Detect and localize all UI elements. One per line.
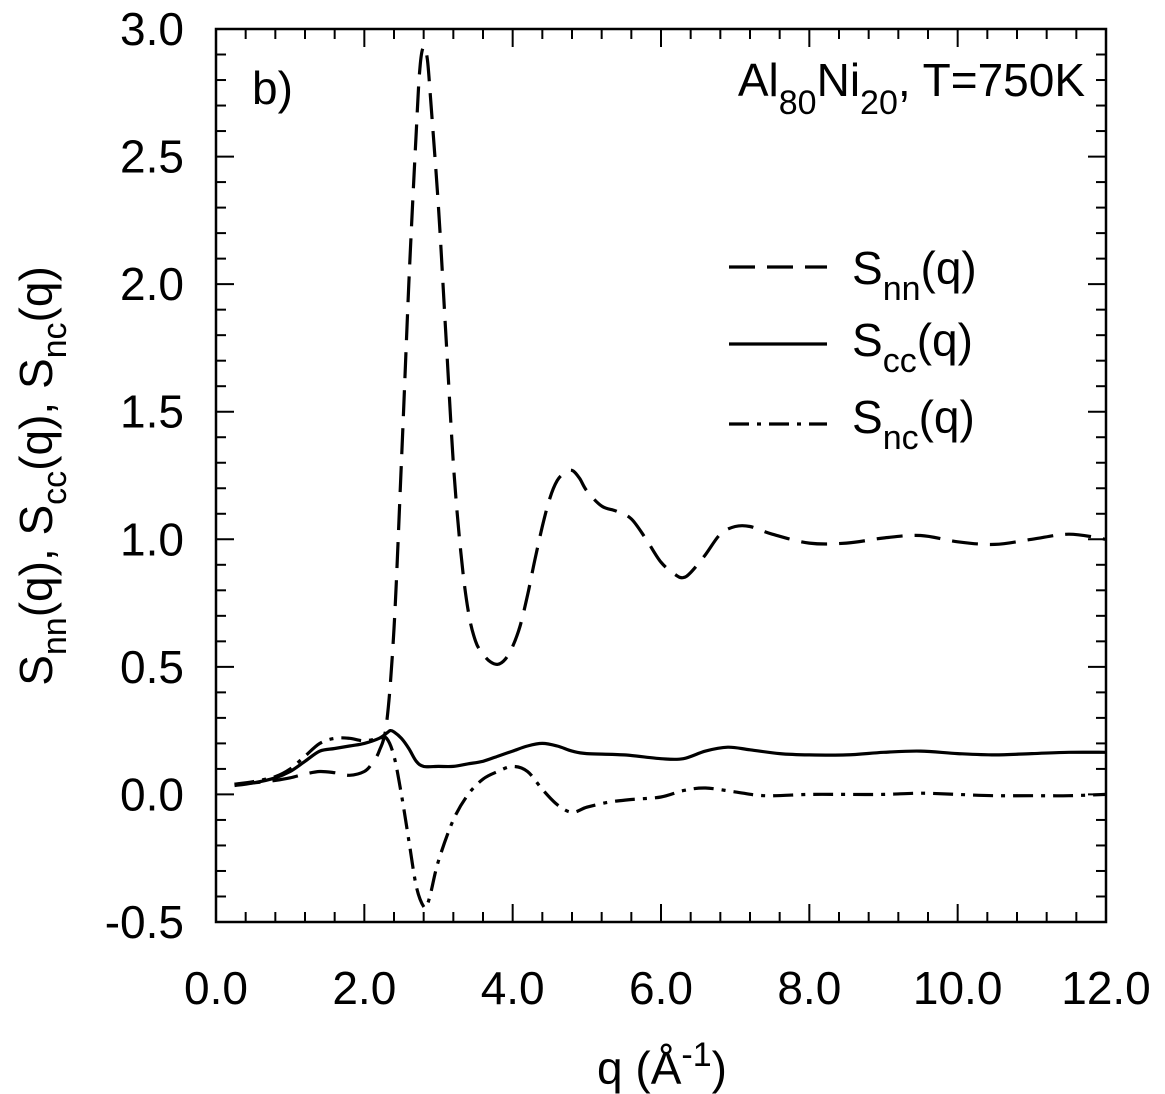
y-axis-title-snn-base: S xyxy=(10,655,62,686)
y-tick-label: 3.0 xyxy=(120,3,184,55)
legend-snn-base: S xyxy=(852,242,883,294)
composition-annotation: Al80Ni20, T=750K xyxy=(738,54,1085,122)
y-axis-title: Snn(q), Scc(q), Snc(q) xyxy=(10,266,74,686)
legend-snn-sub: nn xyxy=(883,270,921,308)
annotation-temp: , T=750K xyxy=(898,54,1085,106)
annotation-ni: Ni xyxy=(817,54,860,106)
x-axis-title-tail: ) xyxy=(712,1042,727,1094)
legend: Snn(q) Scc(q) Snc(q) xyxy=(729,242,977,457)
panel-label: b) xyxy=(252,62,293,114)
x-tick-label: 12.0 xyxy=(1061,962,1151,1014)
legend-scc-base: S xyxy=(852,314,883,366)
legend-snc-sub: nc xyxy=(883,419,919,457)
y-axis-title-scc-base: S xyxy=(10,505,62,536)
x-axis-title-sup: -1 xyxy=(681,1036,711,1074)
x-tick-label: 10.0 xyxy=(913,962,1003,1014)
x-axis-title-base: q (Å xyxy=(597,1042,682,1094)
legend-scc-sub: cc xyxy=(883,342,917,380)
plot-frame xyxy=(214,27,1108,924)
y-tick-label: 1.5 xyxy=(120,386,184,438)
legend-scc-tail: (q) xyxy=(917,314,973,366)
legend-snc-base: S xyxy=(852,391,883,443)
y-tick-label: -0.5 xyxy=(105,896,184,948)
tick-labels: 0.0 2.0 4.0 6.0 8.0 10.0 12.0-0.50.00.51.01.52… xyxy=(105,3,1151,1014)
legend-label-snn: Snn(q) xyxy=(852,242,977,308)
series-layer xyxy=(234,45,1107,910)
annotation-al: Al xyxy=(738,54,779,106)
x-tick-label: 2.0 xyxy=(332,962,396,1014)
y-tick-label: 0.5 xyxy=(120,641,184,693)
y-axis-title-snn-sub: nn xyxy=(36,617,74,655)
series-line-snc xyxy=(234,735,1107,910)
y-tick-label: 0.0 xyxy=(120,768,184,820)
y-axis-title-snc-sub: nc xyxy=(36,322,74,358)
x-tick-label: 0.0 xyxy=(184,962,248,1014)
series-line-scc xyxy=(234,728,1107,788)
y-axis-title-snc-base: S xyxy=(10,358,62,389)
x-tick-label: 4.0 xyxy=(481,962,545,1014)
y-tick-label: 1.0 xyxy=(120,513,184,565)
ticks xyxy=(215,28,1107,923)
series-line-snn xyxy=(234,45,1107,786)
annotation-ni-sub: 20 xyxy=(860,84,898,122)
legend-snc-tail: (q) xyxy=(919,391,975,443)
y-axis-title-scc-sub: cc xyxy=(36,471,74,505)
legend-label-snc: Snc(q) xyxy=(852,391,975,457)
legend-label-scc: Scc(q) xyxy=(852,314,973,380)
x-axis-title: q (Å-1) xyxy=(597,1036,727,1094)
annotation-al-sub: 80 xyxy=(779,84,817,122)
y-tick-label: 2.5 xyxy=(120,131,184,183)
y-axis-title-snc-tail: (q) xyxy=(10,266,62,322)
y-axis-title-scc-tail: (q), xyxy=(10,389,62,471)
y-axis-title-snn-tail: (q), xyxy=(10,536,62,618)
x-tick-label: 8.0 xyxy=(777,962,841,1014)
y-tick-label: 2.0 xyxy=(120,258,184,310)
legend-snn-tail: (q) xyxy=(921,242,977,294)
x-tick-label: 6.0 xyxy=(629,962,693,1014)
